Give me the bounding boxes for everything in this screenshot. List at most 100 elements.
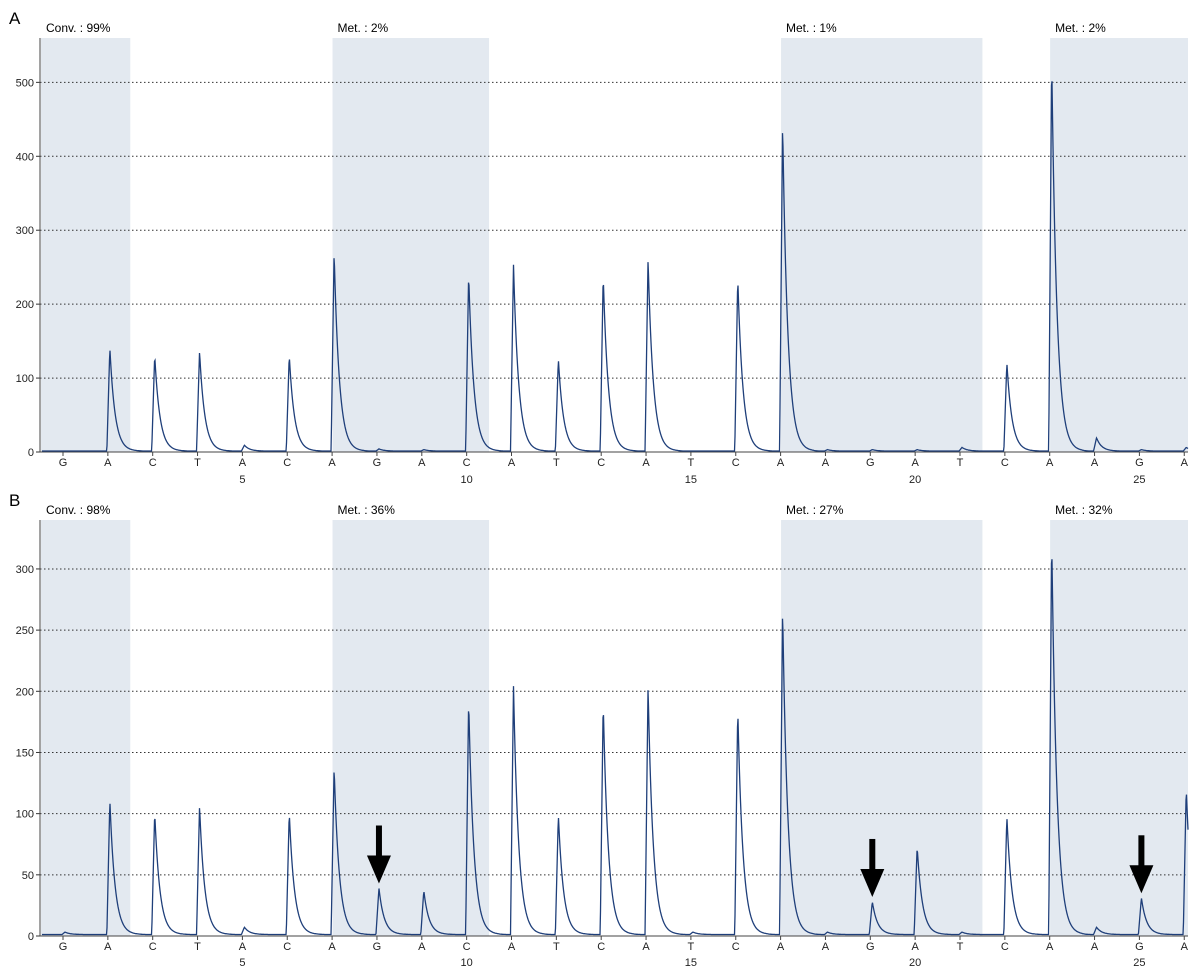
base-label: C [1001, 457, 1009, 469]
base-label: G [59, 457, 68, 469]
x-tick-label: 15 [685, 474, 697, 486]
base-label: T [688, 941, 695, 953]
base-label: A [104, 457, 112, 469]
base-label: T [957, 457, 964, 469]
panel-label: B [9, 491, 20, 510]
x-tick-label: 5 [239, 957, 245, 968]
region-label: Met. : 2% [338, 21, 389, 35]
base-label: C [597, 941, 605, 953]
arrow-marker [366, 825, 391, 884]
base-label: A [508, 457, 516, 469]
y-tick-label: 100 [16, 809, 34, 821]
base-label: A [642, 457, 650, 469]
y-tick-label: 100 [16, 373, 34, 385]
y-tick-label: 250 [16, 625, 34, 637]
pyrogram-trace [42, 559, 1189, 936]
x-tick-label: 20 [909, 474, 921, 486]
base-label: T [553, 941, 560, 953]
highlight-region [1050, 520, 1188, 936]
base-label: T [194, 457, 201, 469]
base-label: T [688, 457, 695, 469]
y-tick-label: 400 [16, 151, 34, 163]
base-label: A [418, 457, 426, 469]
region-label: Met. : 32% [1055, 503, 1113, 517]
highlight-region [1050, 38, 1188, 452]
base-label: A [911, 941, 919, 953]
base-label: A [328, 941, 336, 953]
base-label: G [1135, 457, 1144, 469]
y-tick-label: 0 [28, 931, 34, 943]
base-label: A [911, 457, 919, 469]
base-label: C [732, 457, 740, 469]
arrow-marker [1129, 835, 1154, 894]
x-tick-label: 5 [239, 474, 245, 486]
base-label: C [463, 941, 471, 953]
base-label: G [866, 941, 875, 953]
base-label: A [1091, 941, 1099, 953]
y-tick-label: 200 [16, 686, 34, 698]
y-tick-label: 0 [28, 447, 34, 459]
base-label: G [1135, 941, 1144, 953]
base-label: C [149, 941, 157, 953]
region-label: Met. : 1% [786, 21, 837, 35]
region-label: Met. : 36% [338, 503, 396, 517]
x-tick-label: 20 [909, 957, 921, 968]
base-label: A [1181, 941, 1189, 953]
x-tick-label: 25 [1133, 957, 1145, 968]
y-tick-label: 500 [16, 77, 34, 89]
panel-a: A Conv. : 99% Met. : 2% Met. : 1% Met. : 2% 0… [9, 9, 1189, 486]
base-label: A [1046, 941, 1054, 953]
region-label: Met. : 2% [1055, 21, 1106, 35]
base-label: A [642, 941, 650, 953]
base-label: G [373, 457, 382, 469]
base-label: C [597, 457, 605, 469]
region-label: Met. : 27% [786, 503, 844, 517]
base-label: C [149, 457, 157, 469]
base-label: T [957, 941, 964, 953]
base-label: A [239, 941, 247, 953]
base-label: A [328, 457, 336, 469]
base-label: A [104, 941, 112, 953]
base-label: C [283, 941, 291, 953]
x-tick-label: 15 [685, 957, 697, 968]
panel-b: B Conv. : 98% Met. : 36% Met. : 27% Met. : 3… [9, 491, 1189, 968]
panel-label: A [9, 9, 21, 28]
base-label: C [732, 941, 740, 953]
highlight-region [41, 520, 131, 936]
y-tick-label: 300 [16, 564, 34, 576]
base-label: A [822, 941, 830, 953]
base-label: C [1001, 941, 1009, 953]
base-label: T [194, 941, 201, 953]
highlight-region [332, 38, 490, 452]
region-label: Conv. : 99% [46, 21, 111, 35]
base-label: A [239, 457, 247, 469]
base-label: G [866, 457, 875, 469]
highlight-region [332, 520, 490, 936]
y-tick-label: 50 [22, 870, 34, 882]
base-label: T [553, 457, 560, 469]
arrow-marker [860, 838, 885, 897]
x-tick-label: 10 [461, 474, 473, 486]
base-label: A [777, 941, 785, 953]
highlight-region [781, 38, 983, 452]
y-tick-label: 300 [16, 225, 34, 237]
y-tick-label: 200 [16, 299, 34, 311]
base-label: G [373, 941, 382, 953]
base-label: C [283, 457, 291, 469]
base-label: C [463, 457, 471, 469]
x-tick-label: 10 [461, 957, 473, 968]
highlight-region [781, 520, 983, 936]
y-tick-label: 150 [16, 747, 34, 759]
base-label: A [508, 941, 516, 953]
pyrogram-trace [42, 81, 1189, 452]
highlight-region [41, 38, 131, 452]
region-label: Conv. : 98% [46, 503, 111, 517]
x-tick-label: 25 [1133, 474, 1145, 486]
base-label: G [59, 941, 68, 953]
base-label: A [1091, 457, 1099, 469]
base-label: A [822, 457, 830, 469]
base-label: A [777, 457, 785, 469]
base-label: A [418, 941, 426, 953]
base-label: A [1181, 457, 1189, 469]
